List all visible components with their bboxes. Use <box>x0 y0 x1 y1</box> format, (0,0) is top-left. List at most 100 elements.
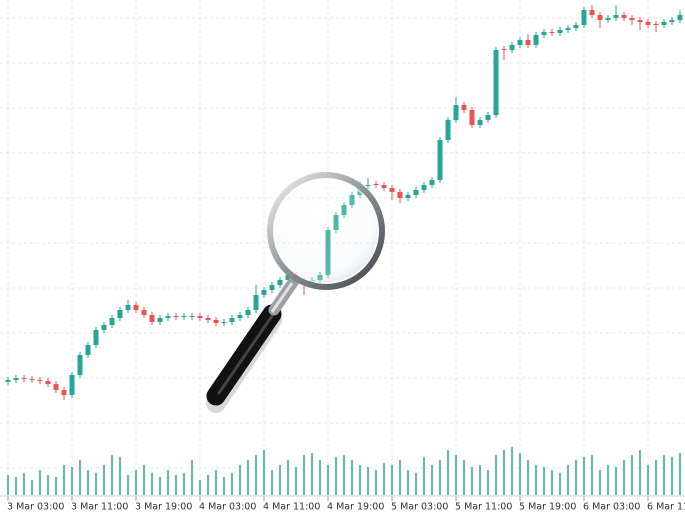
candle-body <box>229 318 235 322</box>
volume-bar <box>511 447 513 495</box>
volume-bar <box>431 465 433 495</box>
candle-body <box>573 25 579 28</box>
volume-bar <box>247 460 249 495</box>
candle-body <box>629 18 635 20</box>
candle-body <box>197 316 203 318</box>
volume-bar <box>159 477 161 495</box>
volume-bar <box>327 465 329 495</box>
volume-bar <box>407 470 409 495</box>
candle-body <box>597 15 603 20</box>
lens-glare <box>287 180 343 208</box>
candle-body <box>533 35 539 45</box>
volume-bar <box>31 480 33 495</box>
volume-bar <box>287 460 289 495</box>
candle-body <box>589 10 595 15</box>
volume-bar <box>543 467 545 495</box>
candle-body <box>517 40 523 45</box>
candle-body <box>493 50 499 115</box>
handle-highlight <box>217 314 274 395</box>
volume-bar <box>471 467 473 495</box>
volume-bar <box>255 455 257 495</box>
candle-body <box>253 295 259 310</box>
volume-bar <box>583 457 585 495</box>
candle-body <box>405 195 411 198</box>
volume-bar <box>607 465 609 495</box>
volume-bar <box>367 467 369 495</box>
candle-body <box>69 375 75 395</box>
volume-bar <box>23 473 25 495</box>
volume-bar <box>375 470 377 495</box>
candle-body <box>149 315 155 322</box>
volume-bar <box>47 475 49 495</box>
volume-bar <box>399 460 401 495</box>
volume-bar <box>335 457 337 495</box>
volume-bar <box>463 460 465 495</box>
candle-body <box>613 15 619 18</box>
candle-body <box>365 185 371 186</box>
candle-body <box>469 110 475 125</box>
volume-bar <box>479 465 481 495</box>
candle-body <box>45 381 51 384</box>
candle-body <box>437 140 443 180</box>
candle-body <box>117 310 123 318</box>
volume-bar <box>319 460 321 495</box>
volume-bar <box>103 465 105 495</box>
volume-bar <box>111 455 113 495</box>
candle-body <box>381 185 387 188</box>
candle-body <box>85 345 91 355</box>
candle-body <box>125 305 131 310</box>
candle-body <box>29 379 35 380</box>
volume-bar <box>191 460 193 495</box>
candle-body <box>189 316 195 317</box>
volume-bar <box>7 475 9 495</box>
volume-bar <box>239 465 241 495</box>
volume-bar <box>567 465 569 495</box>
candle-body <box>133 305 139 310</box>
candle-body <box>453 105 459 120</box>
candle-body <box>397 192 403 198</box>
volume-bar <box>71 467 73 495</box>
volume-bar <box>263 450 265 495</box>
volume-bar <box>343 455 345 495</box>
volume-bar <box>655 460 657 495</box>
lens <box>267 172 385 290</box>
volume-bar <box>679 453 681 495</box>
candle-body <box>429 180 435 185</box>
volume-bar <box>231 473 233 495</box>
candle-body <box>285 275 291 280</box>
candle-body <box>677 15 683 20</box>
volume-bar <box>127 475 129 495</box>
x-tick-label: 6 Mar 11 <box>647 502 685 513</box>
x-tick-label: 6 Mar 03:00 <box>583 502 640 513</box>
candle-body <box>269 285 275 290</box>
volume-bar <box>295 467 297 495</box>
candle-body <box>549 32 555 33</box>
volume-bar <box>423 457 425 495</box>
volume-bar <box>639 450 641 495</box>
volume-bar <box>663 455 665 495</box>
candle-body <box>53 384 59 390</box>
lens-inner-rim <box>273 178 379 284</box>
candle-body <box>93 330 99 345</box>
volume-bar <box>527 460 529 495</box>
magnifier-image <box>206 172 385 413</box>
candle-body <box>669 20 675 22</box>
x-tick-label: 3 Mar 03:00 <box>7 502 64 513</box>
candle-body <box>101 325 107 330</box>
candle-body <box>5 380 11 382</box>
candle-body <box>77 355 83 375</box>
volume-bar <box>79 460 81 495</box>
candle-body <box>389 188 395 192</box>
candle-body <box>461 105 467 110</box>
volume-bar <box>63 465 65 495</box>
volume-bar <box>167 470 169 495</box>
volume-bar <box>599 470 601 495</box>
volume-bar <box>15 477 17 495</box>
candle-body <box>181 316 187 317</box>
volume-bar <box>455 455 457 495</box>
neck-highlight <box>270 282 294 313</box>
volume-bar <box>383 463 385 495</box>
